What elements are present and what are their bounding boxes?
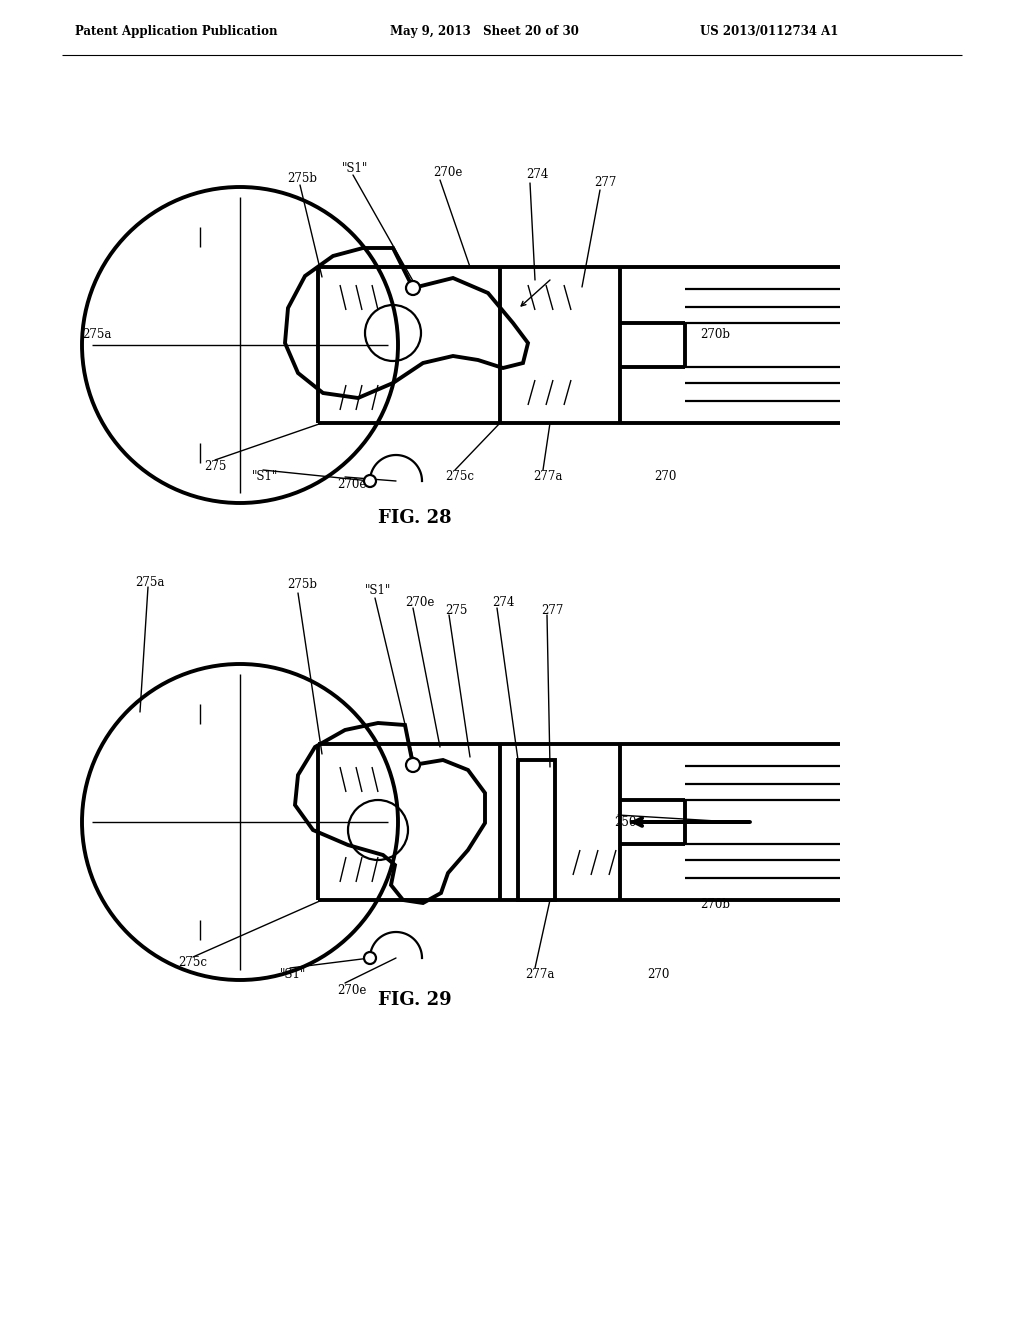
Circle shape [364,475,376,487]
Text: 250: 250 [613,816,636,829]
Bar [518,760,555,900]
Text: Patent Application Publication: Patent Application Publication [75,25,278,38]
Text: 275c: 275c [178,957,208,969]
Text: FIG. 28: FIG. 28 [378,510,452,527]
Text: May 9, 2013   Sheet 20 of 30: May 9, 2013 Sheet 20 of 30 [390,25,579,38]
Text: 270: 270 [653,470,676,483]
Text: 275a: 275a [82,329,112,342]
Text: 277a: 277a [525,969,555,982]
Text: 270e: 270e [337,478,367,491]
Text: FIG. 29: FIG. 29 [378,991,452,1008]
Text: 275a: 275a [135,576,165,589]
Text: "S1": "S1" [342,161,368,174]
Text: 270e: 270e [406,595,434,609]
Text: US 2013/0112734 A1: US 2013/0112734 A1 [700,25,839,38]
Text: 277: 277 [541,603,563,616]
Text: "S1": "S1" [365,583,391,597]
Circle shape [406,281,420,294]
Circle shape [364,952,376,964]
Text: 270b: 270b [700,329,730,342]
Text: 274: 274 [525,169,548,181]
Circle shape [406,758,420,772]
Text: 275: 275 [444,603,467,616]
Text: 275: 275 [204,461,226,474]
Text: "S1": "S1" [280,969,306,982]
Text: 277: 277 [594,176,616,189]
Text: 270: 270 [647,969,670,982]
Text: "S1": "S1" [252,470,279,483]
Text: 277a: 277a [534,470,562,483]
Text: 275c: 275c [445,470,474,483]
Text: 270b: 270b [700,899,730,912]
Text: 270e: 270e [337,983,367,997]
Text: 275b: 275b [287,172,317,185]
Text: 274: 274 [492,595,514,609]
Text: 270e: 270e [433,165,463,178]
Text: 275b: 275b [287,578,317,591]
